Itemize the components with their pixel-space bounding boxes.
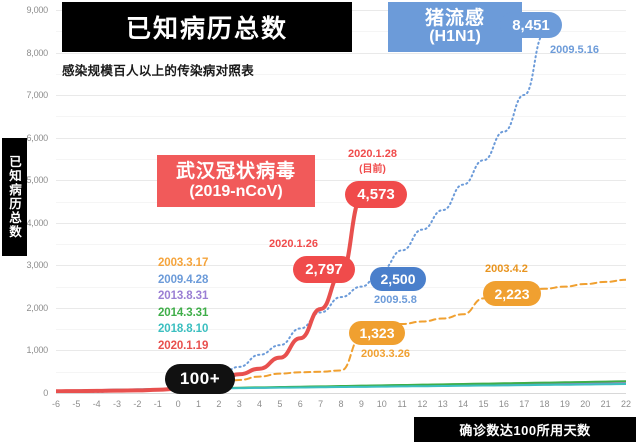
y-axis-title-banner: 已知病历总数	[2, 138, 27, 256]
x-tick-label: 7	[318, 399, 324, 409]
x-tick-label: 1	[195, 399, 201, 409]
annotation-date-4573-main: 2020.1.28	[348, 148, 397, 160]
y-tick-label: 7,000	[26, 90, 48, 101]
y-tick-label: 1,000	[26, 345, 48, 356]
x-tick-label: 4	[257, 399, 263, 409]
y-tick-label: 0	[43, 388, 48, 398]
gridline	[56, 350, 626, 352]
legend-item: 2014.3.31	[158, 306, 209, 319]
annotation-date-8451: 2009.5.16	[550, 44, 599, 56]
x-tick-label: 17	[519, 399, 530, 409]
gridline	[56, 307, 626, 309]
chart-title-banner: 已知病历总数	[62, 2, 352, 52]
annotation-date-4573-sub: (目前)	[359, 164, 386, 175]
legend-item: 2018.8.10	[158, 323, 209, 335]
x-tick-label: 21	[600, 399, 611, 409]
gridline-minor	[56, 286, 626, 288]
gridline	[56, 222, 626, 224]
gridline-minor	[56, 73, 626, 75]
annotation-pill-4573: 4,573	[345, 181, 407, 208]
chart-subtitle: 感染规模百人以上的传染病对照表	[62, 64, 255, 78]
x-tick-label: 20	[580, 399, 591, 409]
x-tick-label: 3	[236, 399, 242, 409]
h1n1-callout-line2: (H1N1)	[429, 27, 481, 45]
gridline	[56, 95, 626, 97]
x-tick-label: -2	[133, 399, 142, 409]
x-tick-label: 18	[539, 399, 550, 409]
y-tick-label: 6,000	[26, 132, 48, 143]
x-tick-label: 16	[498, 399, 509, 409]
y-tick-label: 3,000	[26, 260, 48, 271]
legend-item: 2020.1.19	[158, 339, 209, 352]
ncov-callout-line1: 武汉冠状病毒	[175, 161, 296, 183]
gridline-minor	[56, 244, 626, 246]
x-tick-label: 2	[216, 399, 222, 409]
y-tick-label: 8,000	[26, 47, 48, 58]
x-tick-label: -6	[51, 399, 60, 409]
annotation-date-1323: 2003.3.26	[361, 348, 410, 360]
annotation-pill-1323: 1,323	[349, 321, 405, 345]
y-tick-label: 2,000	[26, 302, 48, 313]
annotation-pill-2500: 2,500	[370, 267, 426, 291]
legend: 2003.3.17 2009.4.28 2013.8.31 2014.3.31 2018…	[158, 255, 208, 354]
annotation-date-4573: 2020.1.28 (目前)	[348, 148, 397, 175]
annotation-date-2797: 2020.1.26	[269, 238, 318, 250]
ncov-callout-box: 武汉冠状病毒 (2019-nCoV)	[157, 155, 315, 207]
annotation-date-2500: 2009.5.8	[374, 294, 417, 306]
gridline	[56, 180, 626, 182]
legend-item: 2009.4.28	[158, 273, 209, 286]
annotation-date-2223: 2003.4.2	[485, 263, 528, 275]
x-tick-label: 19	[559, 399, 570, 409]
x-tick-label: 13	[437, 399, 448, 409]
x-tick-label: 14	[458, 399, 469, 409]
x-tick-label: 5	[277, 399, 283, 409]
ncov-callout-line2: (2019-nCoV)	[189, 182, 283, 200]
x-axis-title: 确诊数达100所用天数	[459, 423, 591, 438]
gridline-minor	[56, 158, 626, 160]
gridline-minor	[56, 201, 626, 203]
annotation-pill-2797: 2,797	[293, 256, 355, 283]
x-tick-label: 15	[478, 399, 489, 409]
x-tick-label: -4	[92, 399, 101, 409]
x-tick-label: 8	[338, 399, 344, 409]
x-axis-title-banner: 确诊数达100所用天数	[414, 417, 636, 442]
gridline-minor	[56, 329, 626, 331]
y-tick-label: 4,000	[26, 217, 48, 228]
x-tick-label: 11	[397, 399, 407, 409]
h1n1-callout-line1: 猪流感	[424, 7, 485, 29]
x-axis-line	[56, 393, 626, 394]
annotation-pill-2223: 2,223	[483, 281, 541, 306]
legend-item: 2013.8.31	[158, 290, 209, 302]
gridline	[56, 52, 626, 54]
x-tick-label: -1	[153, 399, 162, 409]
h1n1-callout-box: 猪流感 (H1N1)	[388, 2, 522, 52]
y-axis-title: 已知病历总数	[7, 155, 21, 239]
series-line	[56, 196, 364, 393]
x-tick-label: -3	[113, 399, 122, 409]
y-tick-label: 9,000	[26, 5, 48, 15]
x-tick-label: 10	[376, 399, 387, 409]
x-tick-label: 6	[297, 399, 303, 409]
x-tick-label: 9	[358, 399, 364, 409]
y-tick-label: 5,000	[26, 175, 48, 186]
x-tick-label: 22	[620, 399, 631, 409]
x-tick-label: 12	[417, 399, 428, 409]
x-tick-label: 0	[175, 399, 181, 409]
x-tick-label: -5	[72, 399, 81, 409]
gridline-minor	[56, 116, 626, 118]
page-title: 已知病历总数	[125, 15, 288, 43]
series-line	[56, 32, 546, 393]
gridline-minor	[56, 371, 626, 373]
annotation-pill-8451: 8,451	[500, 12, 562, 38]
origin-badge: 100+	[165, 364, 235, 394]
gridline	[56, 137, 626, 139]
legend-item: 2003.3.17	[158, 257, 209, 269]
